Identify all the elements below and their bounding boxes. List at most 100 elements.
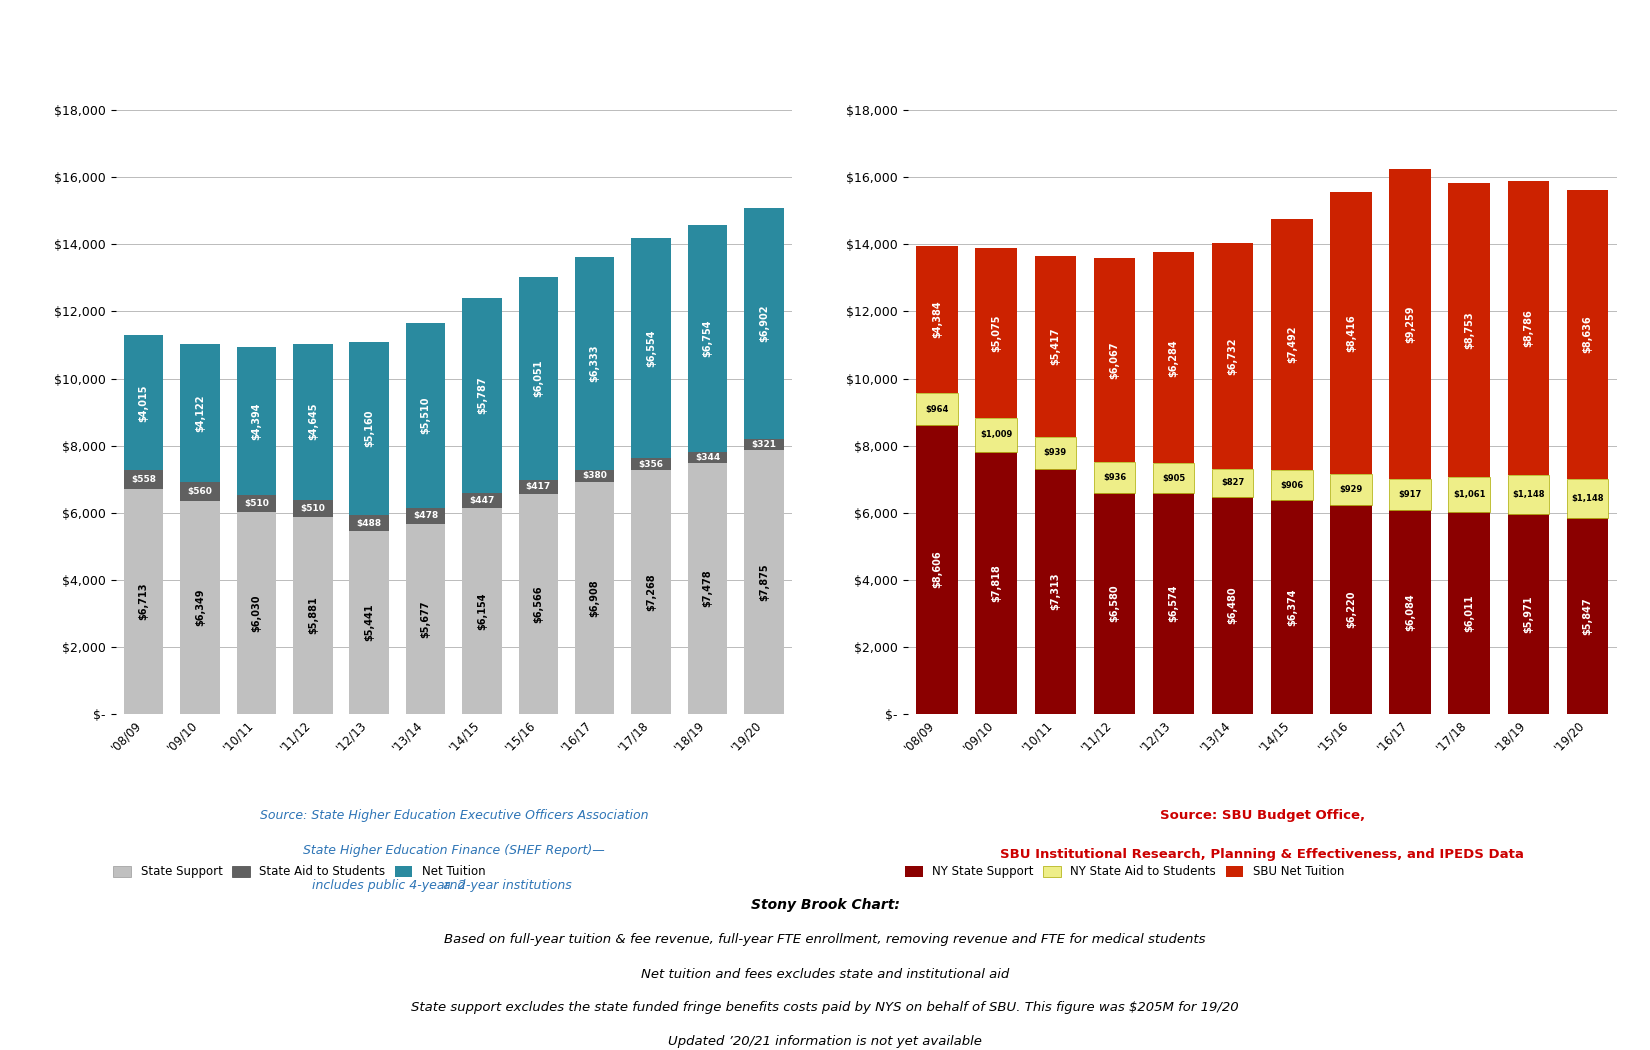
Bar: [1449, 512, 1490, 714]
Text: $936: $936: [1102, 474, 1125, 482]
Text: $560: $560: [188, 487, 213, 497]
Bar: [1389, 479, 1431, 510]
Bar: [518, 480, 558, 494]
Text: $6,284: $6,284: [1168, 339, 1178, 377]
Bar: [688, 225, 728, 452]
Text: Source: SBU Budget Office,: Source: SBU Budget Office,: [1160, 808, 1365, 821]
Bar: [236, 495, 276, 511]
Text: $6,908: $6,908: [589, 580, 599, 617]
Bar: [744, 208, 784, 439]
Text: $6,154: $6,154: [477, 592, 487, 630]
Text: $8,753: $8,753: [1464, 311, 1473, 349]
Text: $1,009: $1,009: [980, 430, 1013, 439]
Bar: [518, 494, 558, 714]
Legend: NY State Support, NY State Aid to Students, SBU Net Tuition: NY State Support, NY State Aid to Studen…: [901, 861, 1348, 883]
Text: U.S. State & NY State Education Appropriations/Net Tuition Revenue Per Full Time: U.S. State & NY State Education Appropri…: [160, 29, 1490, 49]
Bar: [406, 524, 446, 714]
Text: $5,441: $5,441: [365, 604, 375, 642]
Text: $1,148: $1,148: [1511, 490, 1544, 499]
Bar: [518, 277, 558, 480]
Text: $929: $929: [1340, 485, 1363, 495]
Bar: [1270, 218, 1312, 469]
Text: $4,394: $4,394: [251, 402, 261, 440]
Bar: [124, 335, 163, 470]
Text: $6,902: $6,902: [759, 304, 769, 342]
Text: $6,349: $6,349: [195, 589, 205, 626]
Bar: [688, 452, 728, 463]
Text: $6,732: $6,732: [1228, 337, 1238, 375]
Text: $8,786: $8,786: [1523, 309, 1533, 346]
Bar: [916, 425, 957, 714]
Bar: [236, 511, 276, 714]
Bar: [688, 463, 728, 714]
Bar: [632, 470, 672, 714]
Text: Based on full-year tuition & fee revenue, full-year FTE enrollment, removing rev: Based on full-year tuition & fee revenue…: [444, 932, 1206, 946]
Bar: [294, 517, 333, 714]
Text: $8,416: $8,416: [1346, 314, 1356, 352]
Bar: [406, 507, 446, 524]
Text: $7,875: $7,875: [759, 563, 769, 601]
Text: $5,847: $5,847: [1582, 597, 1592, 635]
Bar: [406, 322, 446, 507]
Text: $510: $510: [300, 504, 325, 512]
Bar: [632, 238, 672, 458]
Text: $4,645: $4,645: [309, 403, 318, 441]
Bar: [1270, 469, 1312, 500]
Text: $4,015: $4,015: [139, 384, 148, 421]
Text: $510: $510: [244, 499, 269, 508]
Text: $917: $917: [1399, 490, 1422, 499]
Bar: [1330, 505, 1371, 714]
Bar: [574, 469, 614, 482]
Text: $5,677: $5,677: [421, 600, 431, 637]
Text: $5,510: $5,510: [421, 397, 431, 434]
Text: $6,011: $6,011: [1464, 594, 1473, 632]
Bar: [975, 248, 1016, 418]
Text: $558: $558: [132, 475, 157, 484]
Text: $447: $447: [469, 496, 495, 505]
Bar: [1213, 469, 1254, 497]
Text: State Higher Education Finance (SHEF Report)—: State Higher Education Finance (SHEF Rep…: [304, 844, 604, 858]
Bar: [975, 418, 1016, 452]
Text: $827: $827: [1221, 479, 1244, 487]
Text: $6,067: $6,067: [1109, 341, 1119, 379]
Text: $488: $488: [356, 519, 381, 528]
Bar: [124, 489, 163, 714]
Text: $4,384: $4,384: [932, 300, 942, 338]
Bar: [1389, 169, 1431, 479]
Bar: [1094, 462, 1135, 493]
Bar: [1094, 258, 1135, 462]
Text: $6,754: $6,754: [703, 319, 713, 357]
Text: $7,818: $7,818: [992, 564, 1002, 602]
Text: $6,084: $6,084: [1406, 593, 1416, 631]
Text: $7,268: $7,268: [647, 573, 657, 611]
Text: Updated ’20/21 information is not yet available: Updated ’20/21 information is not yet av…: [668, 1035, 982, 1048]
Bar: [462, 507, 502, 714]
Bar: [744, 449, 784, 714]
Text: $7,492: $7,492: [1287, 326, 1297, 363]
Bar: [462, 492, 502, 507]
Text: $344: $344: [695, 453, 719, 462]
Text: $9,259: $9,259: [1406, 306, 1416, 342]
Bar: [350, 342, 389, 516]
Bar: [1508, 513, 1549, 714]
Bar: [975, 452, 1016, 714]
Text: Source: State Higher Education Executive Officers Association: Source: State Higher Education Executive…: [259, 808, 648, 821]
Bar: [294, 343, 333, 500]
Text: and: and: [442, 880, 465, 892]
Bar: [1270, 500, 1312, 714]
Text: $6,051: $6,051: [533, 359, 543, 397]
Legend: State Support, State Aid to Students, Net Tuition: State Support, State Aid to Students, Ne…: [109, 861, 490, 883]
Text: $5,881: $5,881: [309, 596, 318, 634]
Text: SBU Institutional Research, Planning & Effectiveness, and IPEDS Data: SBU Institutional Research, Planning & E…: [1000, 848, 1525, 861]
Bar: [916, 246, 957, 393]
Bar: [632, 458, 672, 470]
Text: $6,713: $6,713: [139, 583, 148, 621]
Text: $1,148: $1,148: [1571, 495, 1604, 503]
Text: $5,417: $5,417: [1051, 328, 1061, 365]
Bar: [744, 439, 784, 449]
Text: 2-year institutions: 2-year institutions: [454, 880, 571, 892]
Text: $6,480: $6,480: [1228, 587, 1238, 624]
Text: $1,061: $1,061: [1454, 490, 1485, 499]
Text: $8,606: $8,606: [932, 551, 942, 588]
Text: $6,374: $6,374: [1287, 588, 1297, 626]
